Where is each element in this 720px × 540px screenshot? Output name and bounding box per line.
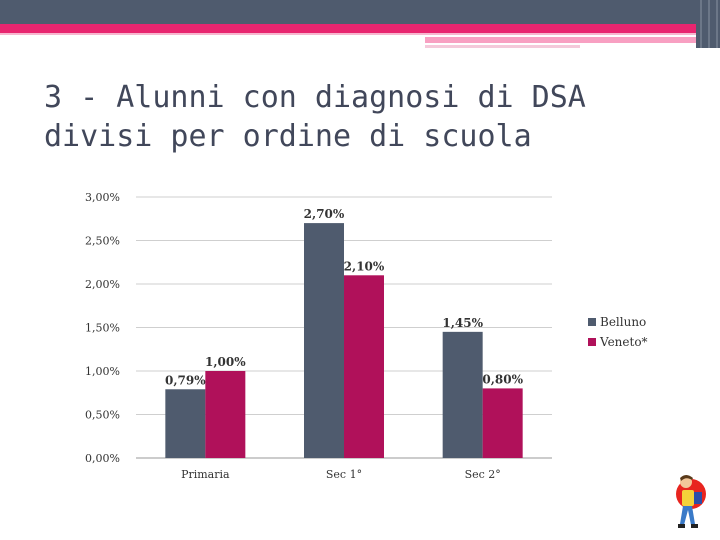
bar-1-0 (205, 371, 246, 458)
bar-0-0 (165, 389, 206, 458)
student-clipart-icon (676, 475, 706, 528)
x-tick-label-2: Sec 2° (465, 468, 501, 481)
slide-title: 3 - Alunni con diagnosi di DSA divisi pe… (44, 78, 664, 156)
legend-swatch-belluno (588, 318, 596, 326)
data-label-0-0: 0,79% (165, 373, 206, 387)
accent-line-short (425, 37, 720, 43)
data-label-1-2: 0,80% (482, 372, 523, 386)
slide-title-line-1: 3 - Alunni con diagnosi di DSA (44, 80, 586, 115)
y-tick-label-6: 3,00% (85, 191, 120, 204)
x-tick-label-0: Primaria (181, 468, 230, 481)
y-tick-label-0: 0,00% (85, 452, 120, 465)
accent-line (0, 33, 720, 35)
legend-label-veneto: Veneto* (600, 335, 648, 349)
y-tick-label-4: 2,00% (85, 278, 120, 291)
bar-1-1 (344, 275, 384, 458)
legend-swatch-veneto (588, 338, 596, 346)
y-tick-label-3: 1,50% (85, 322, 120, 335)
x-tick-label-1: Sec 1° (326, 468, 362, 481)
header-bar (0, 0, 720, 24)
data-label-1-0: 1,00% (205, 355, 246, 369)
legend-item-veneto: Veneto* (588, 332, 648, 352)
slide-title-line-2: divisi per ordine di scuola (44, 119, 532, 154)
y-tick-label-2: 1,00% (85, 365, 120, 378)
header-right-edge (696, 0, 720, 48)
bar-0-1 (304, 223, 344, 458)
y-tick-label-1: 0,50% (85, 409, 120, 422)
legend-label-belluno: Belluno (600, 315, 647, 329)
bar-chart: 0,00% 0,50% 1,00% 1,50% 2,00% 2,50% 3,00% 0,79%… (85, 191, 552, 481)
chart-legend: Belluno Veneto* (588, 312, 648, 352)
legend-item-belluno: Belluno (588, 312, 648, 332)
y-tick-label-5: 2,50% (85, 235, 120, 248)
accent-bar (0, 24, 720, 33)
data-label-1-1: 2,10% (344, 259, 385, 273)
data-label-0-1: 2,70% (304, 207, 345, 221)
bar-0-2 (442, 331, 483, 458)
bar-1-2 (482, 388, 523, 458)
accent-line-thin (425, 45, 580, 48)
data-label-0-2: 1,45% (442, 316, 483, 330)
